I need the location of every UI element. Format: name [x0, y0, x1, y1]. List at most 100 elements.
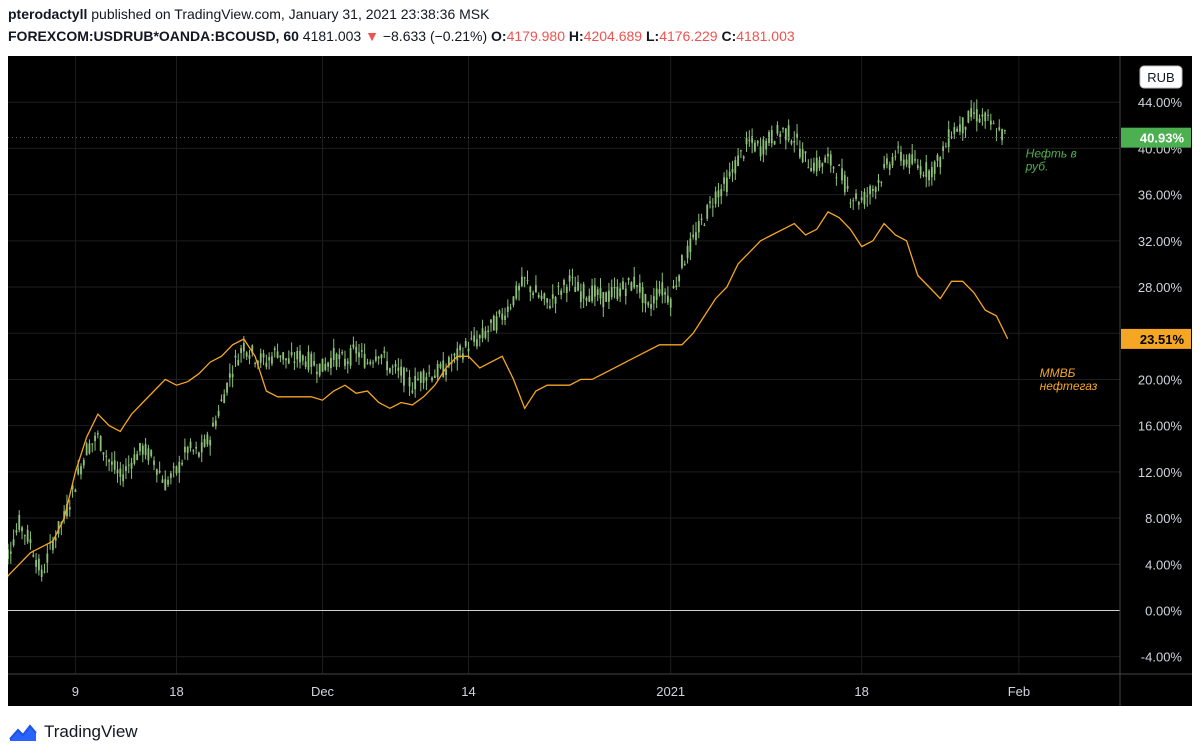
series-label-mmvb: ММВБ — [1040, 366, 1076, 380]
y-tick-label: 8.00% — [1145, 511, 1182, 526]
candle-body — [509, 307, 512, 309]
candle-body — [998, 127, 1001, 130]
candle-body — [352, 344, 355, 348]
candle-body — [178, 461, 181, 473]
candle-body — [189, 441, 192, 449]
candle-body — [989, 120, 992, 125]
candle-body — [973, 112, 975, 114]
candle-body — [689, 238, 692, 253]
candle-body — [245, 352, 248, 357]
candle-body — [397, 367, 400, 371]
candle-body — [349, 348, 352, 366]
candle-body — [15, 530, 18, 533]
candle-body — [473, 335, 476, 342]
candle-body — [226, 383, 228, 393]
candle-body — [403, 367, 405, 386]
candle-body — [273, 348, 276, 350]
candle-body — [773, 141, 776, 145]
candle-body — [105, 455, 108, 457]
candle-body — [9, 551, 12, 554]
candle-body — [150, 450, 153, 457]
candle-body — [908, 154, 911, 168]
candle-body — [863, 191, 866, 205]
candle-body — [610, 287, 613, 298]
candle-body — [933, 161, 936, 174]
close-label: C: — [721, 28, 737, 44]
candle-body — [209, 439, 212, 446]
candle-body — [175, 466, 178, 474]
candle-body — [672, 286, 675, 289]
author-name[interactable]: pterodactyll — [8, 6, 88, 22]
candle-body — [1001, 129, 1003, 141]
candle-body — [647, 302, 650, 306]
candle-body — [12, 539, 15, 546]
chart-area[interactable]: 44.00%40.00%36.00%32.00%28.00%24.00%20.0… — [8, 56, 1192, 706]
candle-body — [641, 287, 644, 303]
candle-body — [35, 560, 37, 567]
candle-body — [324, 363, 327, 371]
candle-body — [891, 157, 894, 166]
candle-body — [560, 290, 563, 295]
candle-body — [1003, 130, 1006, 132]
candle-body — [282, 352, 285, 360]
brand-name[interactable]: TradingView — [44, 722, 138, 741]
candle-body — [661, 282, 664, 296]
candle-body — [636, 285, 638, 287]
candle-body — [96, 433, 99, 435]
candle-body — [234, 355, 237, 358]
candle-body — [900, 152, 902, 161]
candle-body — [501, 313, 504, 320]
candle-body — [94, 435, 96, 441]
candle-body — [911, 154, 914, 164]
candle-body — [436, 363, 439, 378]
candle-body — [591, 285, 593, 302]
candle-body — [108, 459, 110, 462]
chart-svg[interactable]: 44.00%40.00%36.00%32.00%28.00%24.00%20.0… — [8, 56, 1192, 706]
candle-body — [905, 159, 908, 165]
candle-body — [683, 263, 686, 266]
candle-body — [383, 350, 386, 353]
candle-body — [335, 354, 338, 367]
candle-body — [195, 447, 198, 449]
candle-body — [725, 177, 728, 193]
candle-body — [914, 159, 916, 161]
candle-body — [271, 356, 273, 364]
candle-body — [122, 474, 125, 482]
candle-body — [619, 288, 622, 297]
candle-body — [681, 255, 683, 268]
y-tick-label: 36.00% — [1138, 188, 1183, 203]
candle-body — [346, 361, 349, 364]
candle-body — [871, 189, 874, 191]
candle-body — [442, 360, 445, 378]
candle-body — [557, 285, 560, 287]
publish-info: pterodactyll published on TradingView.co… — [8, 3, 1192, 25]
high-value: 4204.689 — [583, 28, 643, 44]
candle-body — [703, 224, 706, 226]
candle-body — [888, 164, 891, 170]
candle-body — [481, 328, 484, 338]
candle-body — [217, 410, 220, 416]
series-mmvb-line — [8, 211, 1009, 578]
y-tick-label: 28.00% — [1138, 280, 1183, 295]
candle-body — [815, 157, 818, 172]
candle-body — [330, 358, 332, 368]
candle-body — [506, 306, 509, 313]
candle-body — [852, 200, 855, 202]
y-tick-label: 4.00% — [1145, 557, 1182, 572]
candle-body — [754, 142, 756, 152]
x-tick-label: 18 — [854, 684, 868, 699]
candle-body — [459, 345, 462, 351]
candle-body — [759, 146, 762, 157]
candle-body — [832, 167, 835, 169]
candle-body — [91, 443, 94, 445]
candle-body — [192, 450, 195, 452]
candle-body — [366, 362, 369, 364]
candle-body — [391, 366, 394, 368]
candle-body — [394, 363, 397, 367]
candle-body — [285, 358, 287, 361]
x-tick-label: 18 — [169, 684, 183, 699]
candle-body — [77, 468, 80, 475]
candle-body — [711, 206, 714, 208]
symbol-name: FOREXCOM:USDRUB*OANDA:BCOUSD, 60 — [8, 28, 299, 44]
candle-body — [439, 363, 442, 368]
